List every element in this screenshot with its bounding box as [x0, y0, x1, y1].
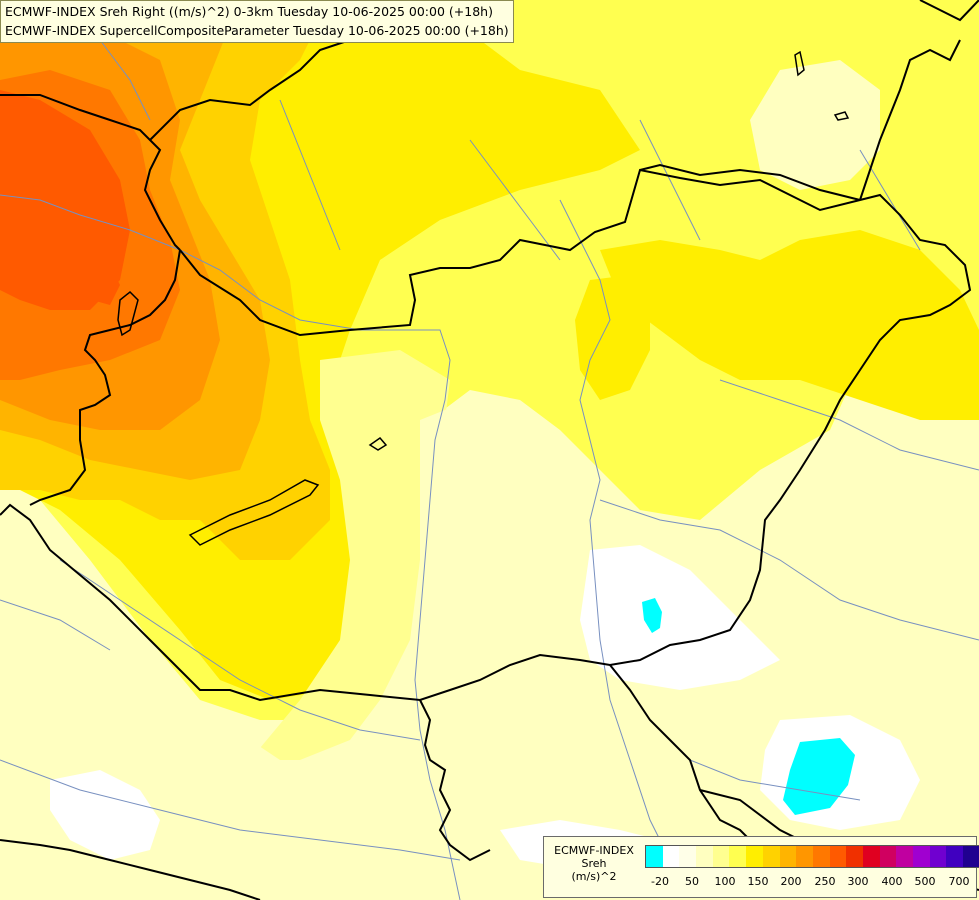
white-zone-southwest [50, 770, 160, 860]
border-east [919, 0, 979, 22]
pale-zone-northeast [750, 60, 880, 190]
legend-swatch [796, 846, 813, 867]
legend-swatch [963, 846, 979, 867]
legend-label: -20 [651, 875, 669, 888]
red-zone [0, 90, 130, 310]
lake-balaton [188, 479, 320, 546]
legend-swatch [812, 846, 830, 867]
lake-small-1 [368, 436, 388, 451]
legend-swatch [862, 846, 880, 867]
legend-swatch [696, 846, 713, 867]
river-nw [99, 39, 151, 121]
legend-swatch [679, 846, 697, 867]
legend-label: 200 [780, 875, 802, 888]
river-drava [59, 559, 421, 741]
lake-small-3 [794, 50, 805, 77]
legend-swatch [712, 846, 730, 867]
legend-swatch [729, 846, 747, 867]
legend-labels: -20 50 100 150 200 250 300 400 500 700 [645, 875, 975, 889]
border-croatia [419, 699, 491, 862]
river-north-1 [279, 99, 341, 251]
legend-label: 50 [685, 875, 699, 888]
lake-neusiedl [117, 290, 139, 337]
map-title: ECMWF-INDEX Sreh Right ((m/s)^2) 0-3km T… [0, 0, 514, 43]
legend-title: ECMWF-INDEX Sreh (m/s)^2 [544, 844, 644, 883]
gold-zone-east [600, 230, 979, 420]
river-south-east [689, 759, 861, 801]
border-ukraine [639, 163, 861, 201]
river-danube [0, 194, 461, 900]
river-north-2 [469, 139, 561, 261]
legend-swatch [929, 846, 947, 867]
legend-label: 100 [714, 875, 736, 888]
legend-swatch [913, 846, 930, 867]
river-north-3 [639, 119, 701, 241]
legend-swatch [896, 846, 913, 867]
river-west [0, 599, 111, 651]
river-east-1 [859, 149, 921, 251]
legend-label: 500 [914, 875, 936, 888]
color-legend: ECMWF-INDEX Sreh (m/s)^2 -20 50 100 150 200 2… [543, 836, 979, 898]
river-mures [599, 499, 979, 641]
cyan-blob-small [642, 598, 662, 633]
legend-swatch [662, 846, 680, 867]
legend-label: 150 [747, 875, 769, 888]
legend-unit: (m/s)^2 [571, 870, 617, 883]
border-south-west [0, 839, 261, 900]
legend-swatch [846, 846, 863, 867]
legend-label: 400 [881, 875, 903, 888]
legend-label: 700 [948, 875, 970, 888]
legend-swatch [779, 846, 797, 867]
gold-blob-center [575, 275, 650, 400]
river-tisza [559, 199, 681, 881]
legend-swatch [829, 846, 847, 867]
title-line-2: ECMWF-INDEX SupercellCompositeParameter … [5, 23, 509, 38]
legend-swatch [762, 846, 780, 867]
pale-zone-south [0, 400, 979, 900]
border-slovakia [0, 94, 181, 251]
white-zone-center [580, 545, 780, 690]
red-zone-core [90, 265, 120, 305]
light-yellow-center [250, 350, 450, 760]
legend-param: Sreh [581, 857, 607, 870]
legend-swatch [646, 846, 663, 867]
river-somes [719, 379, 979, 471]
legend-swatches [645, 845, 979, 868]
rivers [0, 39, 979, 900]
border-hungary [0, 168, 972, 702]
legend-swatch [879, 846, 897, 867]
legend-label: 300 [847, 875, 869, 888]
legend-model: ECMWF-INDEX [554, 844, 634, 857]
border-romania-north [859, 39, 961, 201]
border-austria-hungary [29, 249, 181, 506]
legend-swatch [746, 846, 763, 867]
legend-label: 250 [814, 875, 836, 888]
lake-small-2 [833, 111, 850, 121]
lakes [117, 50, 850, 546]
river-sava [0, 759, 461, 861]
legend-swatch [946, 846, 964, 867]
title-line-1: ECMWF-INDEX Sreh Right ((m/s)^2) 0-3km T… [5, 4, 493, 19]
